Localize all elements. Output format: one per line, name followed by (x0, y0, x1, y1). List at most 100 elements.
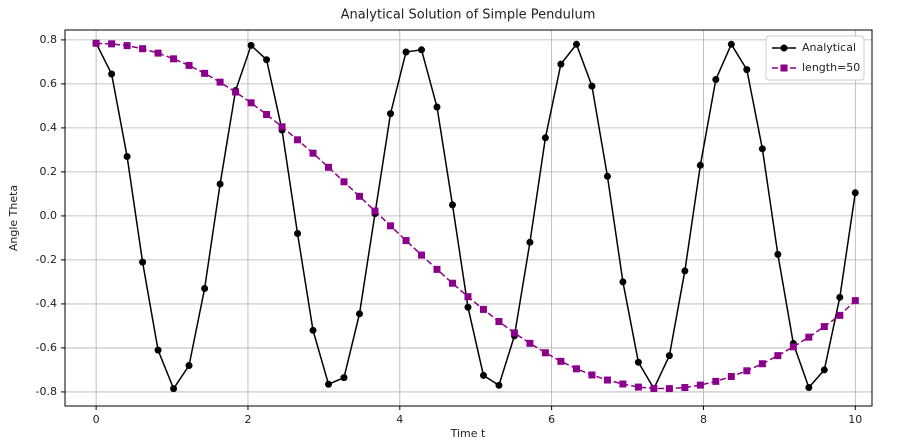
marker (743, 367, 751, 375)
marker (758, 360, 766, 368)
marker (479, 305, 487, 313)
marker (464, 293, 472, 301)
marker (727, 373, 735, 381)
x-axis-label: Time t (450, 427, 486, 440)
marker (650, 384, 658, 392)
marker (836, 293, 844, 301)
marker (681, 267, 689, 275)
marker (588, 82, 596, 90)
marker (696, 161, 704, 169)
marker (433, 103, 441, 111)
legend-marker (780, 64, 788, 72)
marker (495, 381, 503, 389)
marker (355, 192, 363, 200)
marker (572, 365, 580, 373)
marker (510, 329, 518, 337)
marker (232, 88, 240, 96)
marker (541, 349, 549, 357)
marker (495, 318, 503, 326)
marker (665, 352, 673, 360)
legend-marker (780, 44, 788, 52)
marker (402, 237, 410, 245)
x-tick-label: 0 (93, 413, 100, 426)
marker (603, 172, 611, 180)
marker (294, 230, 302, 238)
y-tick-label: -0.4 (36, 297, 57, 310)
marker (619, 380, 627, 388)
y-tick-label: 0.6 (40, 77, 58, 90)
y-tick-label: 0.4 (40, 121, 58, 134)
plot-frame (64, 29, 873, 407)
marker (418, 46, 426, 54)
marker (216, 180, 224, 188)
marker (201, 285, 209, 293)
marker (805, 384, 813, 392)
legend-box (765, 35, 865, 81)
marker (123, 153, 131, 161)
x-tick-label: 4 (396, 413, 403, 426)
marker (479, 371, 487, 379)
marker (263, 110, 271, 118)
marker (572, 40, 580, 48)
marker (325, 163, 333, 171)
marker (851, 297, 859, 305)
marker (634, 358, 642, 366)
marker (139, 45, 147, 53)
marker (309, 326, 317, 334)
marker (108, 40, 116, 48)
series-line (95, 42, 857, 391)
marker (665, 385, 673, 393)
y-tick-label: 0.0 (40, 209, 58, 222)
y-axis-label: Angle Theta (7, 185, 20, 251)
marker (541, 134, 549, 142)
y-tick-label: 0.8 (40, 33, 58, 46)
marker (820, 323, 828, 331)
marker (294, 136, 302, 144)
legend-label: Analytical (802, 41, 856, 54)
marker (557, 60, 565, 68)
marker (619, 278, 627, 286)
y-tick-label: 0.2 (40, 165, 58, 178)
marker (170, 385, 178, 393)
marker (201, 69, 209, 77)
marker (278, 123, 286, 131)
marker (851, 189, 859, 197)
marker (309, 149, 317, 157)
marker (139, 258, 147, 266)
marker (836, 311, 844, 319)
marker (387, 222, 395, 230)
chart-title: Analytical Solution of Simple Pendulum (341, 8, 596, 23)
legend-label: length=50 (802, 61, 860, 74)
marker (789, 343, 797, 351)
marker (418, 251, 426, 259)
marker (774, 250, 782, 258)
marker (634, 383, 642, 391)
marker (727, 40, 735, 48)
marker (92, 39, 100, 47)
x-tick-label: 10 (848, 413, 862, 426)
marker (712, 76, 720, 84)
x-tick-label: 6 (548, 413, 555, 426)
marker (681, 384, 689, 392)
marker (557, 357, 565, 365)
marker (325, 380, 333, 388)
marker (402, 48, 410, 56)
marker (743, 66, 751, 74)
marker (464, 303, 472, 311)
marker (371, 207, 379, 215)
x-tick-label: 8 (700, 413, 707, 426)
marker (603, 376, 611, 384)
marker (355, 310, 363, 318)
marker (340, 374, 348, 382)
marker (185, 362, 193, 370)
marker (263, 56, 271, 64)
marker (154, 49, 162, 57)
marker (758, 145, 766, 153)
marker (108, 70, 116, 78)
marker (805, 333, 813, 341)
marker (696, 381, 704, 389)
marker (185, 61, 193, 69)
y-tick-label: -0.2 (36, 253, 57, 266)
marker (448, 279, 456, 287)
marker (247, 99, 255, 107)
